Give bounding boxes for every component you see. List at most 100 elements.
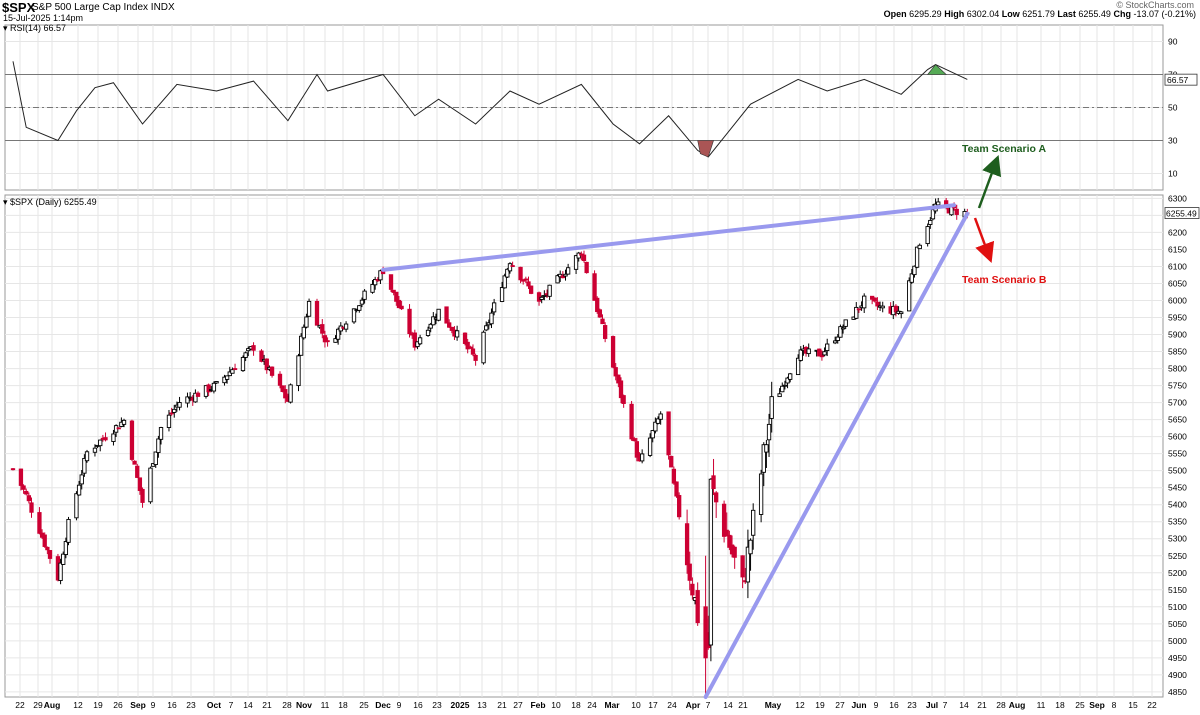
candle: [462, 332, 468, 344]
candle: [280, 385, 285, 392]
candle: [45, 546, 50, 551]
candle: [82, 457, 87, 474]
price-axis-tick: 5000: [1168, 636, 1187, 646]
candle: [555, 275, 560, 284]
candle: [671, 468, 677, 484]
scenario-b-arrow: [973, 217, 995, 264]
price-axis-tick: 6000: [1168, 296, 1187, 306]
trendline-2: [703, 211, 970, 699]
candle: [840, 327, 846, 330]
candle: [214, 381, 219, 384]
candle: [856, 308, 862, 311]
candle: [899, 311, 904, 315]
candle: [351, 308, 357, 323]
x-axis-label: 15: [1128, 700, 1138, 710]
candle: [362, 290, 367, 300]
candle: [246, 348, 251, 352]
candle: [42, 534, 47, 547]
open-value: 6295.29: [909, 9, 942, 19]
candle: [391, 289, 396, 293]
x-axis-label: 7: [229, 700, 234, 710]
x-axis-label: 13: [477, 700, 487, 710]
x-axis-label: 10: [551, 700, 561, 710]
chart-date: 15-Jul-2025 1:14pm: [3, 13, 84, 23]
x-axis-label: 24: [587, 700, 597, 710]
x-axis-label: 11: [321, 700, 330, 710]
candle: [378, 270, 383, 281]
candle: [785, 377, 790, 384]
candle: [542, 294, 547, 297]
price-axis-tick: 5800: [1168, 364, 1187, 374]
candle: [103, 437, 108, 441]
candle: [711, 475, 716, 490]
rsi-panel-label: ▾ RSI(14) 66.57: [3, 23, 67, 33]
candle: [528, 285, 534, 294]
candle: [666, 411, 671, 456]
candle: [407, 308, 412, 335]
candle: [304, 316, 309, 328]
candle: [63, 541, 69, 555]
candle: [817, 348, 822, 357]
candle: [925, 226, 930, 245]
candle: [703, 606, 708, 659]
candle: [29, 502, 34, 513]
candle: [484, 325, 489, 331]
price-axis-tick: 5500: [1168, 466, 1187, 476]
price-axis-tick: 5850: [1168, 347, 1187, 357]
candle: [243, 352, 248, 358]
price-axis-tick: 4950: [1168, 653, 1187, 663]
candle: [526, 281, 531, 287]
candles-group: [10, 197, 970, 697]
candle: [909, 273, 914, 283]
candle: [283, 389, 288, 399]
candle: [581, 254, 587, 262]
candle: [573, 255, 579, 270]
trendline-1: [381, 203, 957, 272]
x-axis-label: 28: [282, 700, 292, 710]
candle: [798, 349, 803, 361]
candle: [610, 336, 616, 368]
candle: [764, 444, 769, 453]
candle: [740, 555, 745, 578]
low-value: 6251.79: [1022, 9, 1055, 19]
candle: [336, 328, 341, 340]
low-label: Low: [1001, 9, 1020, 19]
price-axis-tick: 6050: [1168, 278, 1187, 288]
candle: [222, 376, 227, 384]
candle: [724, 529, 729, 537]
candle: [227, 371, 232, 377]
candle: [333, 338, 338, 343]
candle: [507, 263, 513, 272]
candle: [224, 375, 230, 380]
rsi-line: [12, 61, 968, 158]
price-axis-tick: 6300: [1168, 193, 1187, 203]
x-axis-label: 9: [874, 700, 879, 710]
x-axis-label: 27: [835, 700, 845, 710]
candle: [907, 280, 912, 312]
candle: [780, 385, 785, 393]
price-axis-tick: 5300: [1168, 534, 1187, 544]
candle: [195, 392, 201, 397]
x-axis-label: 21: [262, 700, 272, 710]
price-axis-tick: 5250: [1168, 551, 1187, 561]
x-axis-label: Dec: [375, 700, 391, 710]
rsi-label-text: RSI(14) 66.57: [10, 23, 67, 33]
candle: [470, 348, 476, 355]
candle: [806, 348, 811, 355]
candle: [499, 287, 505, 302]
candle: [431, 316, 436, 326]
price-axis-tick: 5200: [1168, 568, 1187, 578]
x-axis-label: Oct: [207, 700, 221, 710]
candle: [584, 261, 589, 274]
candle: [769, 396, 774, 419]
x-axis-label: 26: [113, 700, 123, 710]
candle: [325, 340, 330, 343]
candle: [547, 284, 552, 297]
candle: [602, 325, 608, 339]
x-axis-label: May: [765, 700, 782, 710]
candle: [674, 481, 679, 497]
x-axis-label: 19: [93, 700, 103, 710]
candle: [449, 326, 454, 331]
candle: [695, 590, 700, 624]
candle: [928, 219, 933, 225]
